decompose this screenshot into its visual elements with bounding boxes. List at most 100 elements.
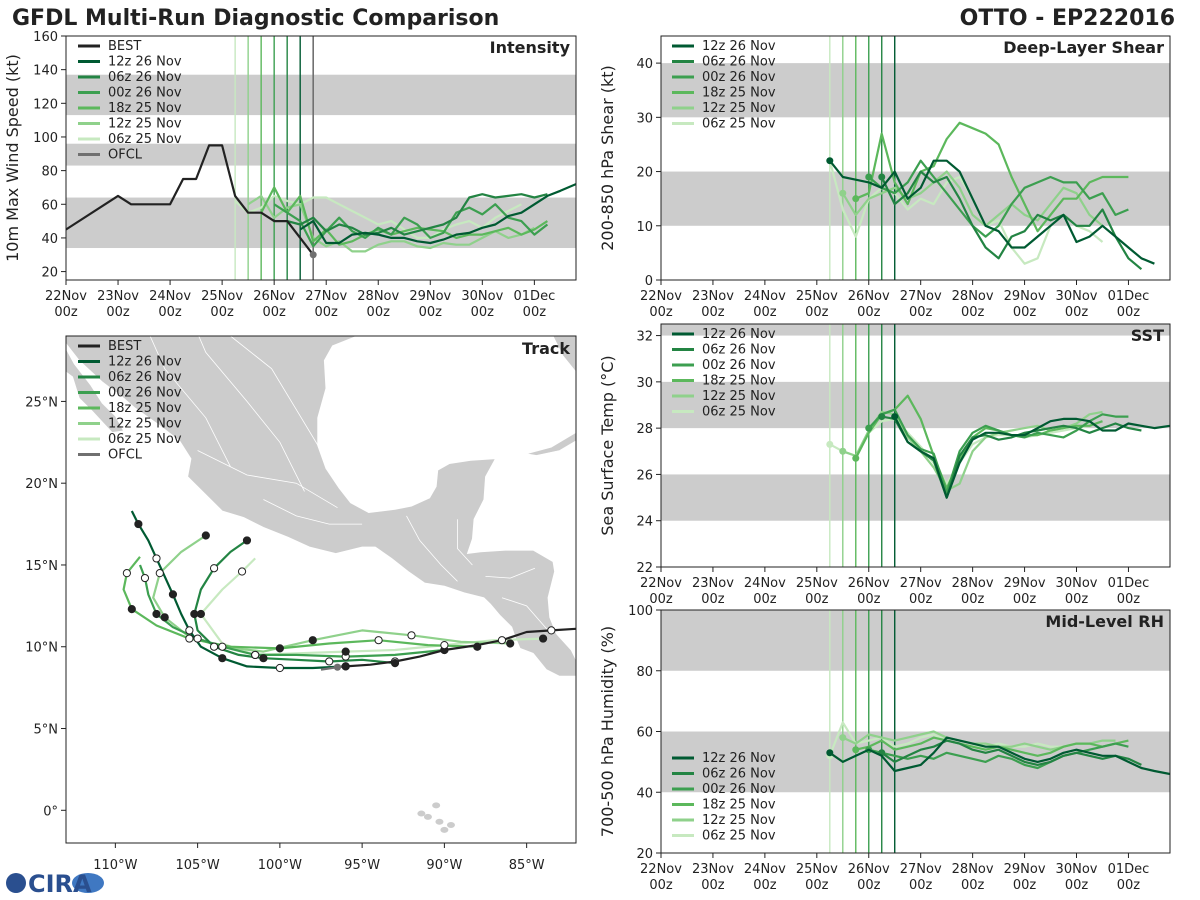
track-marker-12z-26-nov [152, 554, 161, 563]
rh-xtick-label: 29Nov [1004, 862, 1046, 877]
intensity-legend-label-00z-26-nov: 00z 26 Nov [108, 86, 182, 101]
sst-legend-label-12z-25-nov: 12z 25 Nov [702, 389, 776, 404]
sst-ytick-label: 32 [636, 330, 653, 345]
rh-xtick-sublabel: 00z [649, 878, 673, 893]
shear-ytick-label: 10 [636, 220, 653, 235]
sst-start-dot-18z-25-nov [852, 454, 860, 462]
rh-plot-area [661, 610, 1170, 853]
rh-series-18z-25-nov [855, 736, 1129, 757]
track-title: Track [522, 339, 570, 358]
sst-ytick-label: 30 [636, 376, 653, 391]
rh-ytick-label: 20 [636, 847, 653, 862]
track-xtick-label: 110°W [93, 858, 137, 873]
rh-start-dot-12z-25-nov [839, 734, 847, 742]
intensity-ofcl-dot [309, 251, 317, 259]
shear-xtick-sublabel: 00z [961, 305, 985, 320]
sst-legend-label-12z-26-nov: 12z 26 Nov [702, 327, 776, 342]
shear-xtick-sublabel: 00z [1013, 305, 1037, 320]
rh-xtick-sublabel: 00z [909, 878, 933, 893]
track-ytick-label: 25°N [25, 395, 58, 410]
sst-legend-label-18z-25-nov: 18z 25 Nov [702, 374, 776, 389]
track-ytick-label: 0° [43, 804, 58, 819]
cira-logo: CIRA [6, 870, 104, 898]
rh-band-0 [661, 731, 1170, 793]
intensity-xtick-sublabel: 00z [419, 305, 443, 320]
shear-xtick-label: 23Nov [692, 289, 734, 304]
rh-xtick-label: 26Nov [848, 862, 890, 877]
sst-xtick-sublabel: 00z [649, 592, 673, 607]
shear-xtick-sublabel: 00z [805, 305, 829, 320]
cira-logo-swirl-icon [72, 873, 104, 893]
track-marker-18z-25-nov [473, 642, 482, 651]
intensity-band-0 [66, 197, 576, 249]
shear-series-12z-25-nov [841, 170, 1104, 227]
track-ofcl-dot [333, 663, 342, 671]
track-marker-12z-26-nov [275, 663, 284, 673]
shear-series-00z-26-nov [868, 159, 1129, 238]
track-marker-18z-25-nov [275, 644, 284, 653]
track-marker-12z-26-nov [218, 654, 227, 663]
track-land-cuba [526, 432, 576, 456]
track-marker-06z-26-nov [242, 536, 252, 545]
sst-series-18z-25-nov [854, 394, 1103, 490]
rh-xtick-sublabel: 00z [1065, 878, 1089, 893]
sst-xtick-label: 23Nov [692, 576, 734, 591]
track-marker-06z-26-nov [209, 564, 219, 573]
shear-legend-label-12z-26-nov: 12z 26 Nov [702, 39, 776, 54]
track-marker-06z-25-nov [341, 647, 350, 656]
shear-start-dot-06z-26-nov [878, 173, 886, 181]
intensity-series-06z-26-nov [286, 193, 548, 236]
sst-xtick-label: 28Nov [952, 576, 994, 591]
sst-xtick-label: 29Nov [1004, 576, 1046, 591]
track-marker-00z-26-nov [140, 573, 150, 583]
shear-legend-label-00z-26-nov: 00z 26 Nov [702, 70, 776, 85]
intensity-ytick-label: 100 [33, 131, 58, 146]
intensity-plot-area [66, 36, 576, 280]
track-marker-06z-26-nov [209, 642, 219, 651]
sst-ylabel: Sea Surface Temp (°C) [598, 355, 617, 535]
intensity-xtick-sublabel: 00z [210, 305, 234, 320]
intensity-legend-label-18z-25-nov: 18z 25 Nov [108, 101, 182, 116]
track-border-8 [501, 597, 549, 631]
sst-xtick-sublabel: 00z [961, 592, 985, 607]
intensity-xtick-label: 26Nov [253, 289, 295, 304]
storm-id: OTTO - EP222016 [960, 6, 1175, 31]
sst-xtick-sublabel: 00z [1013, 592, 1037, 607]
rh-xtick-sublabel: 00z [805, 878, 829, 893]
intensity-band-1 [66, 143, 576, 166]
shear-series-06z-26-nov [880, 170, 1143, 271]
sst-panel: 22242628303222Nov00z23Nov00z24Nov00z25No… [598, 323, 1171, 607]
track-marker-06z-26-nov [390, 658, 400, 668]
sst-start-dot-12z-25-nov [839, 447, 847, 455]
track-border-2 [230, 336, 322, 451]
shear-xtick-label: 25Nov [796, 289, 838, 304]
shear-start-dot-18z-25-nov [852, 195, 860, 203]
track-xtick-label: 85°W [509, 858, 545, 873]
track-legend-label-ofcl: OFCL [108, 448, 143, 463]
shear-xtick-label: 29Nov [1004, 289, 1046, 304]
intensity-series-06z-25-nov [234, 194, 522, 239]
track-marker-best [497, 636, 507, 645]
track-land-baja [66, 347, 125, 433]
intensity-series-best [66, 144, 315, 256]
shear-series-12z-26-nov [828, 159, 1155, 265]
rh-start-dot-12z-26-nov [826, 749, 834, 757]
rh-xtick-label: 30Nov [1056, 862, 1098, 877]
track-island-1 [435, 818, 444, 825]
sst-xtick-label: 22Nov [640, 576, 682, 591]
sst-legend-label-06z-25-nov: 06z 25 Nov [702, 405, 776, 420]
shear-xtick-sublabel: 00z [857, 305, 881, 320]
sst-xtick-sublabel: 00z [857, 592, 881, 607]
intensity-legend-label-06z-26-nov: 06z 26 Nov [108, 70, 182, 85]
intensity-xtick-label: 24Nov [149, 289, 191, 304]
rh-title: Mid-Level RH [1045, 612, 1164, 631]
shear-xtick-label: 24Nov [744, 289, 786, 304]
rh-xtick-sublabel: 00z [1013, 878, 1037, 893]
intensity-xtick-label: 27Nov [305, 289, 347, 304]
track-border-1 [198, 336, 305, 492]
track-ytick-label: 20°N [25, 477, 58, 492]
sst-xtick-label: 01Dec [1108, 576, 1150, 591]
shear-xtick-label: 28Nov [952, 289, 994, 304]
shear-xtick-label: 27Nov [900, 289, 942, 304]
